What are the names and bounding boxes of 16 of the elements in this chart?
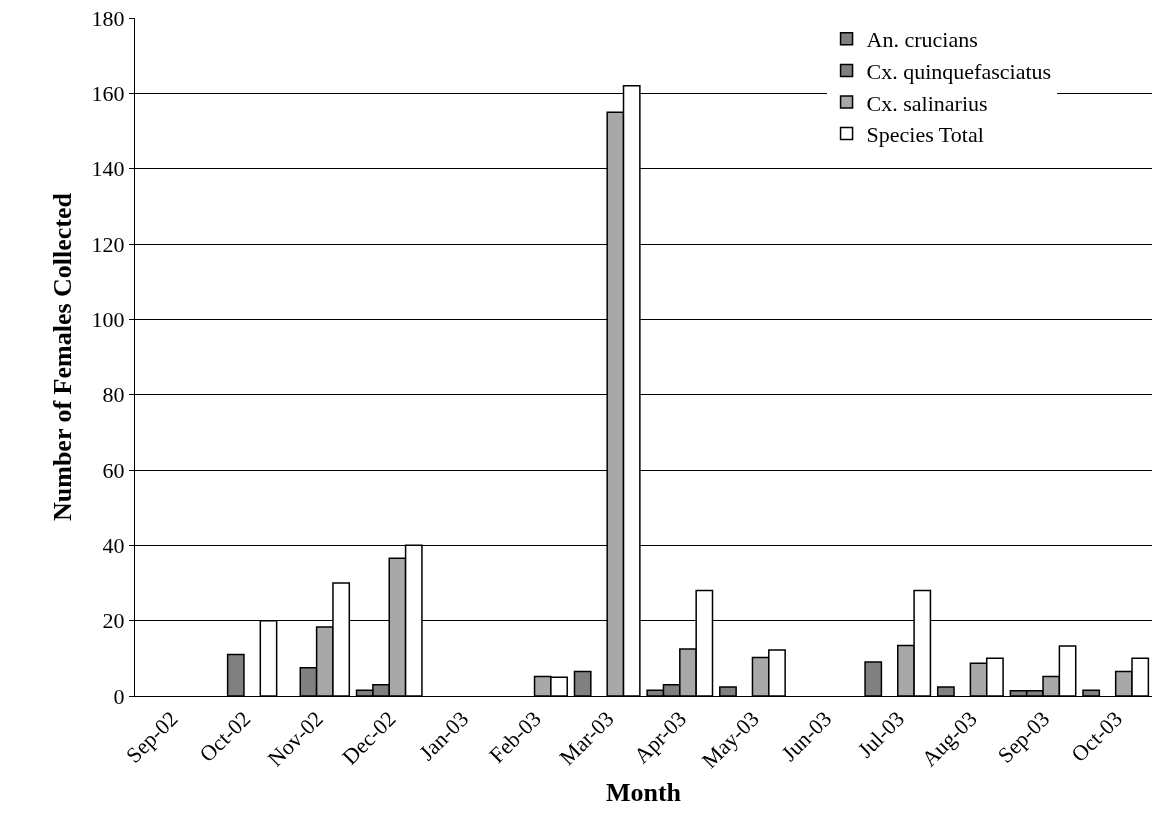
y-axis-title: Number of Females Collected: [48, 192, 77, 522]
legend-label: Cx. salinarius: [866, 90, 988, 116]
y-tick-label: 180: [91, 5, 125, 31]
y-tick-label: 100: [91, 307, 125, 333]
y-tick-label: 120: [91, 231, 125, 257]
y-tick-label: 160: [91, 81, 125, 107]
x-axis-title: Month: [605, 777, 682, 807]
y-tick-label: 40: [102, 533, 125, 559]
legend-label: An. crucians: [866, 27, 978, 53]
y-tick-label: 0: [113, 683, 125, 709]
legend-label: Species Total: [866, 122, 984, 148]
y-tick-label: 60: [102, 457, 125, 483]
legend-label: Cx. quinquefasciatus: [866, 58, 1052, 84]
y-tick-label: 20: [102, 608, 125, 634]
y-tick-label: 140: [91, 156, 125, 182]
y-tick-label: 80: [102, 382, 125, 408]
